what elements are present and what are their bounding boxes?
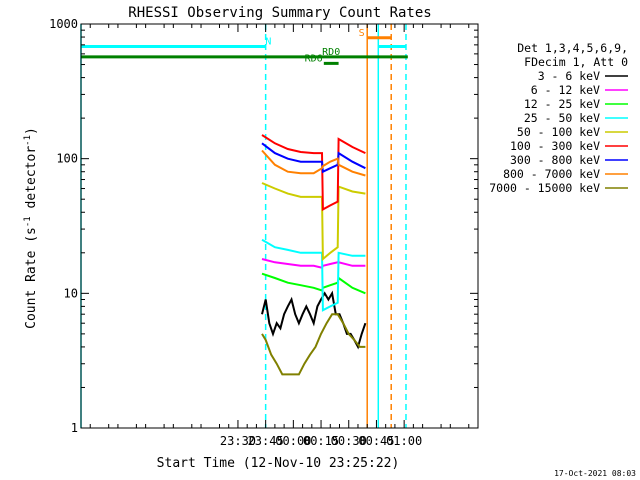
- bar-label-rd0: RD0: [322, 47, 340, 58]
- legend-label-2: 6 - 12 keV: [531, 83, 600, 97]
- y-axis-label-part-2: detector: [24, 146, 39, 217]
- y-tick-label-4: 1000: [49, 17, 78, 31]
- legend-label-5: 50 - 100 keV: [517, 125, 600, 139]
- bar-label-s: S: [359, 28, 365, 39]
- legend: Det 1,3,4,5,6,9,FDecim 1, Att 03 - 6 keV…: [489, 41, 628, 195]
- series-line-7: [261, 142, 366, 174]
- legend-label-7: 300 - 800 keV: [510, 153, 600, 167]
- y-axis-label-part-3: ): [24, 127, 39, 135]
- x-tick-label-1: 23:30: [220, 434, 256, 448]
- series-line-4: [261, 238, 366, 312]
- y-axis-label: Count Rate (s-1 detector-1): [23, 127, 39, 329]
- legend-label-6: 100 - 300 keV: [510, 139, 600, 153]
- series-line-2: [261, 258, 366, 269]
- y-axis-label-exp-1: -1: [23, 216, 33, 227]
- series-line-1: [261, 290, 367, 350]
- x-tick-label-7: 01:00: [386, 434, 422, 448]
- series-line-6: [261, 134, 366, 212]
- legend-label-9: 7000 - 15000 keV: [489, 181, 600, 195]
- legend-label-8: 800 - 7000 keV: [503, 167, 600, 181]
- legend-label-3: 12 - 25 keV: [524, 97, 600, 111]
- legend-label-1: 3 - 6 keV: [538, 69, 600, 83]
- legend-header-1: Det 1,3,4,5,6,9,: [517, 41, 628, 55]
- series-group: [261, 134, 367, 376]
- bar-label-rd6: RD6: [305, 53, 323, 64]
- footer-date: 17-Oct-2021 08:03: [554, 469, 636, 478]
- axes-group: 1 10 100 1000 23:3023:4500:0000:1500:3000:45…: [49, 17, 478, 448]
- x-tick-label-2: 23:45: [248, 434, 284, 448]
- x-tick-label-6: 00:45: [358, 434, 394, 448]
- y-tick-label-3: 100: [56, 152, 78, 166]
- y-axis-label-part-1: Count Rate (s: [24, 227, 39, 329]
- series-line-8: [261, 149, 366, 177]
- bar-label-n: N: [265, 37, 271, 48]
- vertical-markers: [80, 24, 407, 428]
- y-tick-label-1: 1: [71, 421, 78, 435]
- x-axis-label: Start Time (12-Nov-10 23:25:22): [157, 456, 400, 471]
- x-tick-label-5: 00:30: [331, 434, 367, 448]
- x-tick-label-3: 00:00: [275, 434, 311, 448]
- series-line-3: [261, 272, 366, 295]
- legend-label-4: 25 - 50 keV: [524, 111, 600, 125]
- y-tick-label-2: 10: [64, 286, 78, 300]
- legend-header-2: FDecim 1, Att 0: [524, 55, 628, 69]
- y-axis-label-exp-2: -1: [23, 135, 33, 146]
- series-line-5: [261, 182, 366, 262]
- plot-frame: [80, 23, 479, 429]
- series-line-9: [261, 313, 366, 376]
- chart-title: RHESSI Observing Summary Count Rates: [128, 5, 431, 21]
- x-tick-label-4: 00:15: [303, 434, 339, 448]
